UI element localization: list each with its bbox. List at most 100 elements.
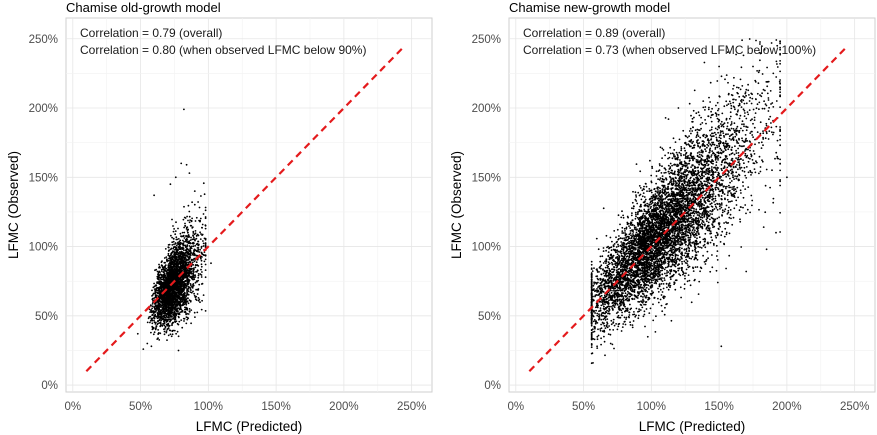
scatter-point — [623, 227, 626, 230]
scatter-point — [174, 312, 177, 314]
scatter-point — [155, 287, 158, 290]
scatter-point — [163, 257, 166, 259]
scatter-point — [195, 280, 198, 282]
scatter-point — [200, 263, 203, 266]
scatter-point — [687, 236, 690, 239]
scatter-point — [201, 234, 204, 237]
scatter-point — [165, 310, 168, 313]
scatter-point — [610, 305, 612, 308]
scatter-point — [685, 243, 687, 246]
scatter-point — [193, 274, 195, 277]
scatter-point — [194, 220, 197, 222]
scatter-point — [179, 307, 182, 310]
scatter-point — [183, 264, 186, 267]
scatter-point — [716, 144, 718, 147]
scatter-point — [189, 239, 192, 242]
scatter-point — [728, 232, 731, 235]
scatter-point — [176, 330, 179, 333]
scatter-point — [183, 258, 186, 261]
scatter-point — [204, 227, 207, 230]
scatter-point — [182, 288, 184, 291]
scatter-point — [148, 308, 151, 311]
scatter-point — [728, 254, 731, 257]
scatter-point — [163, 333, 166, 336]
scatter-point — [153, 285, 156, 288]
scatter-point — [725, 267, 727, 270]
scatter-point — [681, 263, 684, 265]
scatter-point — [177, 297, 180, 300]
scatter-point — [741, 145, 744, 148]
scatter-point — [171, 270, 174, 273]
scatter-point — [758, 101, 761, 104]
scatter-point — [765, 122, 768, 125]
scatter-point — [198, 219, 201, 222]
scatter-point — [624, 230, 626, 232]
scatter-point — [169, 255, 171, 257]
scatter-point — [172, 240, 175, 243]
scatter-point — [169, 183, 172, 186]
scatter-point — [184, 254, 187, 256]
scatter-point — [725, 233, 728, 236]
scatter-point — [162, 323, 164, 325]
chart-title: Chamise new-growth model — [509, 0, 670, 15]
scatter-point — [650, 181, 653, 184]
scatter-point — [710, 156, 712, 158]
scatter-point — [175, 244, 178, 247]
scatter-point — [193, 190, 196, 193]
scatter-point — [159, 332, 162, 335]
scatter-point — [203, 193, 206, 196]
scatter-point — [172, 278, 174, 281]
scatter-point — [744, 91, 747, 93]
scatter-point — [171, 323, 174, 325]
scatter-point — [181, 251, 184, 254]
scatter-point — [155, 268, 158, 271]
scatter-point — [707, 257, 709, 260]
scatter-point — [639, 309, 642, 311]
scatter-point — [171, 236, 174, 239]
scatter-point — [192, 241, 195, 244]
scatter-point — [734, 145, 736, 148]
scatter-point — [185, 316, 188, 318]
scatter-point — [180, 292, 183, 295]
scatter-point — [169, 309, 172, 311]
scatter-point — [719, 241, 722, 243]
scatter-point — [187, 275, 190, 277]
scatter-point — [733, 178, 735, 181]
scatter-point — [765, 168, 768, 171]
scatter-point — [176, 238, 179, 241]
scatter-point — [171, 303, 174, 306]
scatter-point — [163, 279, 165, 282]
scatter-point — [187, 313, 190, 315]
scatter-point — [173, 265, 176, 268]
scatter-point — [170, 265, 173, 268]
scatter-point — [197, 234, 200, 237]
scatter-point — [155, 308, 158, 310]
scatter-point — [166, 269, 169, 272]
scatter-point — [165, 256, 168, 258]
scatter-point — [185, 226, 188, 229]
scatter-point — [194, 232, 197, 235]
scatter-point — [723, 105, 726, 108]
scatter-point — [154, 323, 157, 325]
scatter-point — [163, 330, 166, 333]
scatter-point — [195, 261, 198, 264]
scatter-point — [151, 289, 153, 292]
scatter-point — [705, 150, 707, 153]
scatter-point — [197, 274, 200, 277]
scatter-point — [604, 319, 607, 321]
scatter-point — [156, 323, 159, 326]
scatter-point — [184, 245, 187, 247]
scatter-point — [166, 339, 168, 341]
y-tick-label: 150% — [29, 172, 58, 184]
scatter-point — [745, 94, 747, 97]
scatter-point — [714, 188, 717, 191]
scatter-point — [730, 104, 733, 107]
scatter-point — [154, 290, 157, 292]
scatter-point — [604, 303, 606, 306]
scatter-point — [173, 277, 176, 279]
scatter-point — [183, 320, 185, 322]
scatter-point — [190, 309, 193, 311]
scatter-point — [193, 294, 196, 297]
scatter-point — [164, 300, 167, 302]
old-growth-panel: Chamise old-growth model Correlation = 0… — [6, 0, 433, 434]
